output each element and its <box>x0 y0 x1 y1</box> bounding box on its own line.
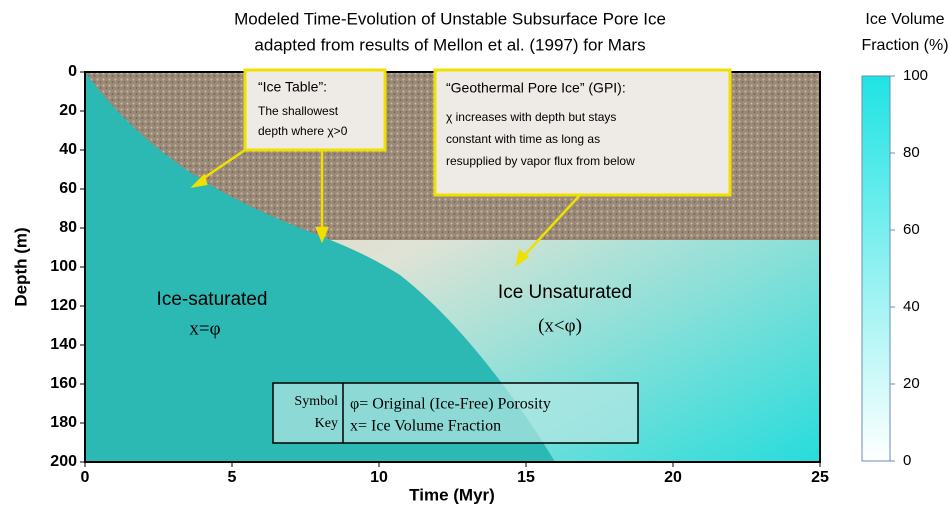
x-tick-label: 25 <box>811 469 829 486</box>
title: Modeled Time-Evolution of Unstable Subsu… <box>234 9 666 28</box>
y-tick-label: 0 <box>68 63 77 80</box>
y-tick-label: 100 <box>50 258 77 275</box>
y-axis-label: Depth (m) <box>11 227 30 306</box>
key-entry: φ= Original (Ice-Free) Porosity <box>350 396 551 413</box>
y-tick-label: 40 <box>59 141 77 158</box>
annotation-text: constant with time as long as <box>446 132 600 146</box>
annotation-text: resupplied by vapor flux from below <box>446 154 635 168</box>
x-tick-label: 10 <box>370 469 388 486</box>
colorbar-title: Ice Volume <box>865 11 944 28</box>
region-label: x=φ <box>189 318 220 339</box>
key-label: Key <box>315 416 338 431</box>
y-tick-label: 160 <box>50 375 77 392</box>
annotation-title: “Ice Table”: <box>258 79 327 95</box>
annotation-text: χ increases with depth but stays <box>446 110 616 124</box>
x-axis-label: Time (Myr) <box>409 485 495 504</box>
x-tick-label: 20 <box>664 469 682 486</box>
colorbar-tick-label: 40 <box>903 298 920 315</box>
y-tick-label: 20 <box>59 102 77 119</box>
annotation-text: depth where χ>0 <box>258 124 348 138</box>
colorbar-tick-label: 60 <box>903 221 920 238</box>
region-label: Ice-saturated <box>157 289 268 310</box>
annotation-title: “Geothermal Pore Ice” (GPI): <box>446 80 626 96</box>
title: adapted from results of Mellon et al. (1… <box>254 35 645 54</box>
y-tick-label: 80 <box>59 219 77 236</box>
colorbar-tick-label: 0 <box>903 452 911 469</box>
y-tick-label: 120 <box>50 297 77 314</box>
colorbar-title: Fraction (%) <box>861 37 948 54</box>
x-tick-label: 0 <box>81 469 90 486</box>
chart: 0 5 10 15 20 25 0 20 40 60 80 100 120 140 160 180 200 0… <box>0 0 949 510</box>
y-tick-label: 60 <box>59 180 77 197</box>
y-tick-label: 200 <box>50 453 77 470</box>
key-entry: x= Ice Volume Fraction <box>350 418 501 435</box>
y-tick-label: 180 <box>50 414 77 431</box>
colorbar <box>862 76 890 461</box>
y-tick-label: 140 <box>50 336 77 353</box>
annotation-text: The shallowest <box>258 104 339 118</box>
region-label: Ice Unsaturated <box>498 282 632 303</box>
x-tick-label: 15 <box>517 469 535 486</box>
colorbar-tick-label: 80 <box>903 144 920 161</box>
key-label: Symbol <box>294 394 338 409</box>
x-tick-label: 5 <box>228 469 237 486</box>
region-label: (x<φ) <box>538 315 582 336</box>
colorbar-tick-label: 100 <box>903 67 928 84</box>
colorbar-tick-label: 20 <box>903 375 920 392</box>
